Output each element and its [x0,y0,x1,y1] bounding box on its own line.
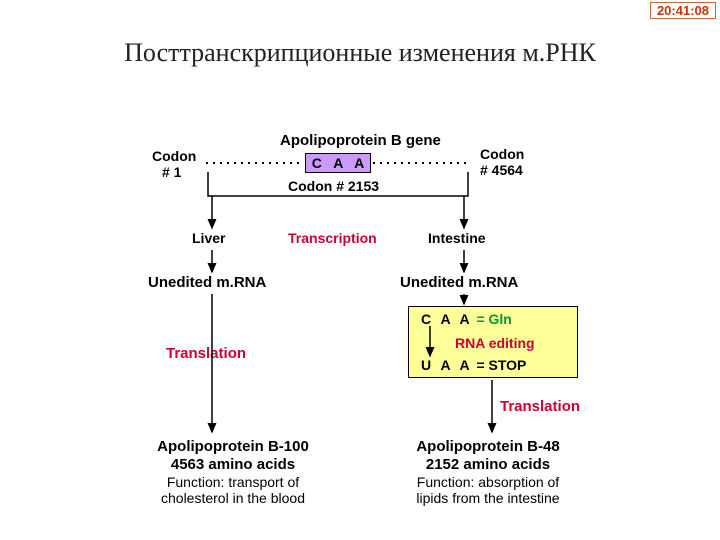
liver-function-line1: Function: transport of [138,474,328,490]
codon-4564-label-line2: # 4564 [480,162,523,178]
intestine-product-line1: Apolipoprotein B-48 [388,438,588,455]
codon-1-label-line1: Codon [152,148,196,164]
slide-title: Посттранскрипционные изменения м.РНК [0,38,720,68]
intestine-function-line2: lipids from the intestine [388,490,588,506]
timestamp: 20:41:08 [657,3,709,18]
timestamp-box: 20:41:08 [650,2,716,19]
rna-editing-label: RNA editing [455,335,535,351]
liver-unedited-mrna: Unedited m.RNA [148,274,266,291]
codon-1-label-line2: # 1 [162,164,181,180]
gene-title: Apolipoprotein B gene [280,132,441,149]
intestine-label: Intestine [428,230,486,246]
edit-seq-caa: C A A [421,311,473,327]
intestine-function-line1: Function: absorption of [388,474,588,490]
edit-eq-stop: = STOP [473,357,527,373]
codon-4564-label-line1: Codon [480,146,524,162]
codon-caa-box: C A A [305,153,371,173]
liver-translation-label: Translation [166,345,246,362]
liver-product-line2: 4563 amino acids [138,456,328,473]
rna-editing-box: C A A = Gln RNA editing U A A = STOP [408,306,578,378]
liver-label: Liver [192,230,225,246]
liver-function-line2: cholesterol in the blood [138,490,328,506]
liver-product-line1: Apolipoprotein B-100 [138,438,328,455]
codon-caa-seq: C A A [312,155,369,171]
transcription-label: Transcription [288,230,377,246]
diagram-arrows [0,0,720,540]
edit-seq-uaa: U A A [421,357,473,373]
edit-eq-gln: = Gln [473,311,512,327]
intestine-unedited-mrna: Unedited m.RNA [400,274,518,291]
intestine-product-line2: 2152 amino acids [388,456,588,473]
codon-2153-label: Codon # 2153 [288,178,379,194]
intestine-translation-label: Translation [500,398,580,415]
